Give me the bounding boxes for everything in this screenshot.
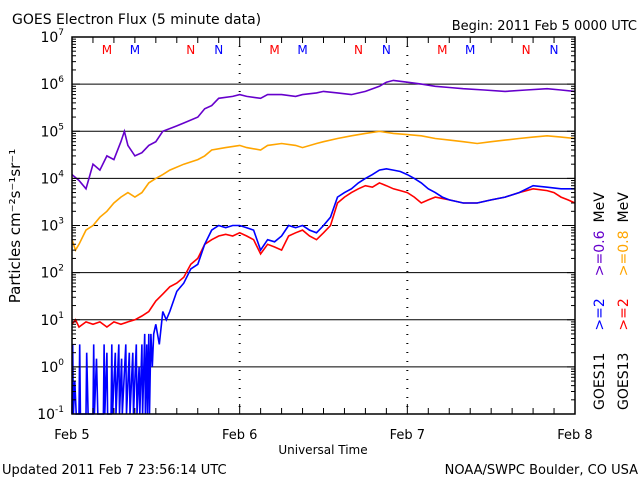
series-goes13-2-mev [71, 182, 576, 329]
x-tick-label: Feb 5 [54, 428, 89, 443]
y-tick-label: 103 [40, 217, 64, 235]
series-goes13-0-8-mev [71, 130, 576, 252]
legend-goes13: GOES13>=2>=0.8MeV [616, 192, 632, 410]
y-axis-label: Particles cm⁻²s⁻¹sr⁻¹ [6, 149, 24, 303]
magnetopause-marker: M [102, 43, 112, 57]
x-tick-label: Feb 8 [557, 428, 592, 443]
chart-title: GOES Electron Flux (5 minute data) [12, 12, 261, 28]
begin-label: Begin: 2011 Feb 5 0000 UTC [452, 19, 637, 34]
y-tick-label: 100 [40, 358, 64, 376]
magnetopause-marker: M [465, 43, 475, 57]
magnetopause-marker: N [522, 43, 531, 57]
updated-timestamp: Updated 2011 Feb 7 23:56:14 UTC [2, 463, 227, 478]
y-tick-label: 104 [40, 169, 64, 187]
y-tick-label: 106 [40, 75, 64, 93]
plot-frame [71, 36, 576, 415]
magnetopause-marker: M [130, 43, 140, 57]
magnetopause-marker: M [297, 43, 307, 57]
magnetopause-marker: M [269, 43, 279, 57]
series-goes11-2-mev [71, 167, 575, 415]
x-tick-label: Feb 7 [390, 428, 425, 443]
magnetopause-marker: N [186, 43, 195, 57]
magnetopause-marker: N [354, 43, 363, 57]
magnetopause-marker: N [382, 43, 391, 57]
x-tick-label: Feb 6 [222, 428, 257, 443]
y-tick-label: 107 [40, 28, 64, 46]
magnetopause-marker: N [214, 43, 223, 57]
y-tick-label: 10-1 [37, 405, 64, 423]
y-tick-label: 105 [40, 122, 64, 140]
y-tick-label: 102 [40, 264, 64, 282]
y-tick-label: 101 [40, 311, 64, 329]
legend-goes11: GOES11>=2>=0.6MeV [592, 192, 608, 410]
credit-label: NOAA/SWPC Boulder, CO USA [445, 463, 638, 478]
magnetopause-marker: N [550, 43, 559, 57]
magnetopause-marker: M [437, 43, 447, 57]
series-goes11-0-6-mev [71, 79, 576, 191]
x-axis-label: Universal Time [278, 443, 367, 457]
